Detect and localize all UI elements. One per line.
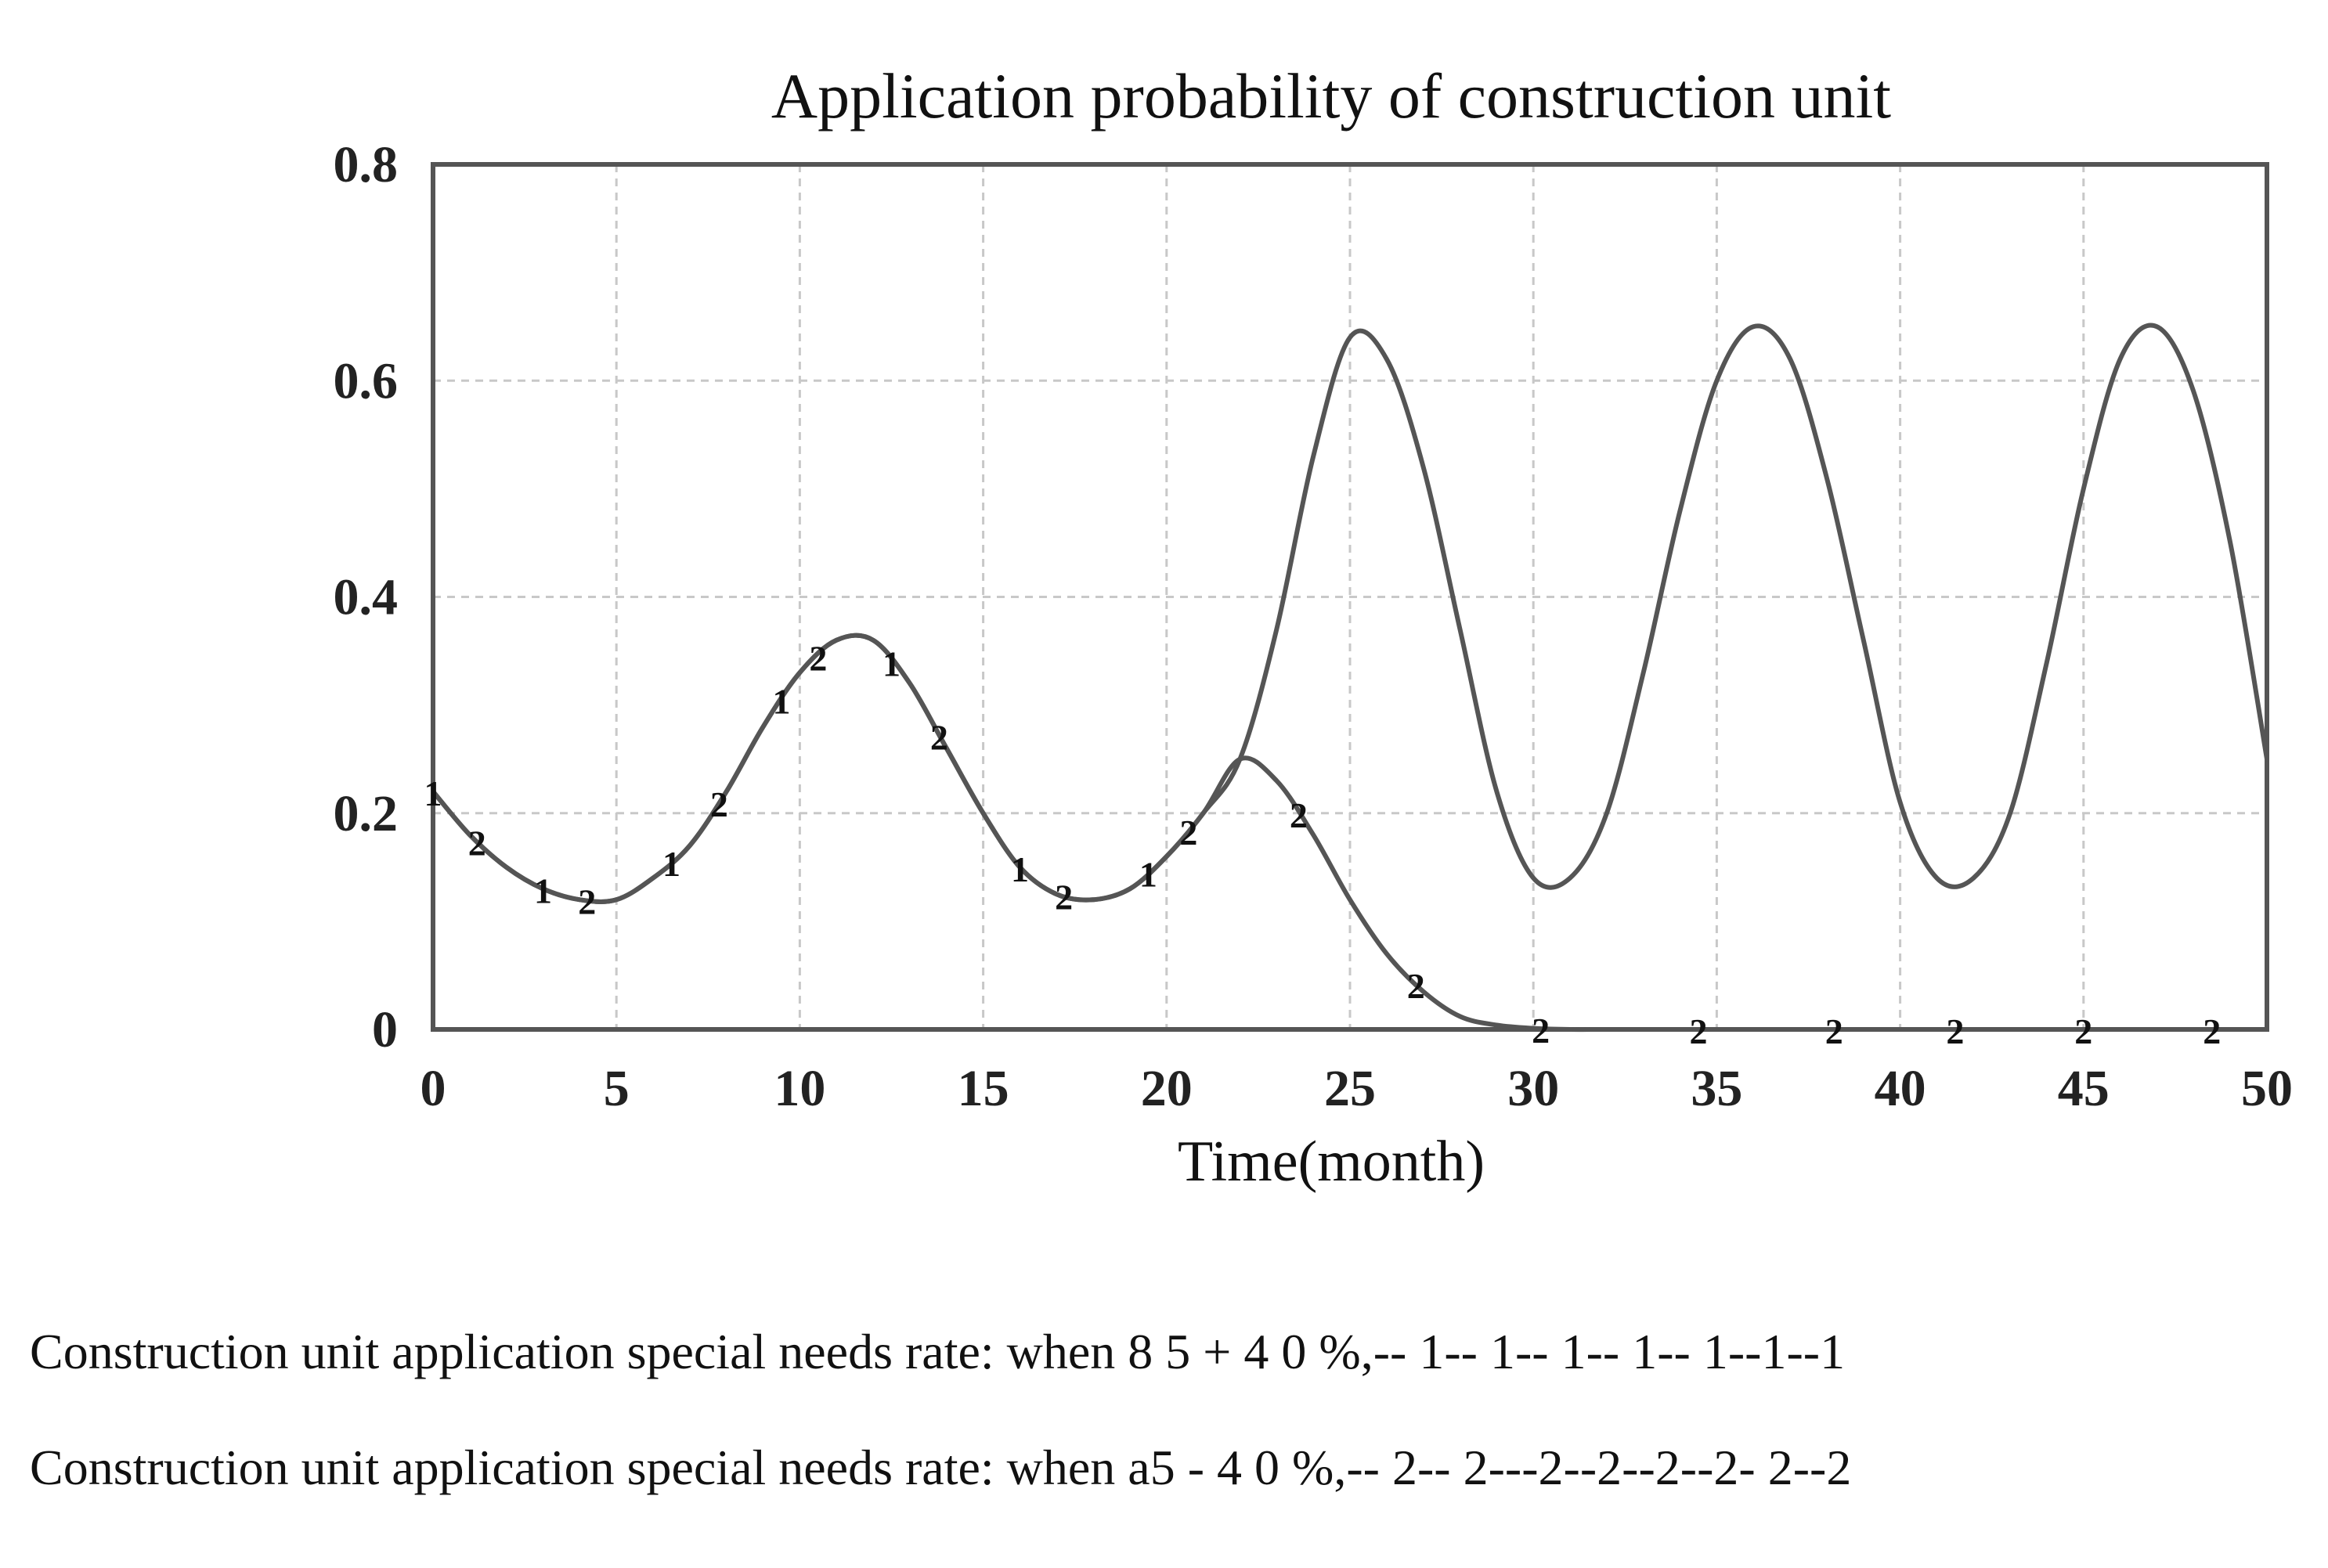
x-axis-ticks: 0 5 10 15 20 25 30 35 40 45 50: [420, 1060, 2294, 1117]
series-2-marker: 2: [1290, 795, 1308, 835]
series-2-marker: 2: [2203, 1011, 2221, 1051]
x-tick-label: 45: [2058, 1060, 2110, 1117]
series-2-marker: 2: [578, 881, 596, 921]
series-2-marker: 2: [1946, 1011, 1964, 1051]
grid-lines: [433, 164, 2267, 1029]
x-tick-label: 5: [604, 1060, 630, 1117]
series-2-marker: 2: [1179, 813, 1197, 852]
series-2-marker: 2: [930, 717, 948, 757]
series-1-marker: 1: [1139, 855, 1157, 895]
x-tick-label: 20: [1141, 1060, 1193, 1117]
series-1-marker: 1: [662, 844, 680, 884]
series-group: [431, 323, 2269, 1033]
y-tick-label: 0.6: [334, 352, 399, 409]
series-2-marker: 2: [1532, 1011, 1550, 1051]
x-axis-label: Time(month): [1178, 1130, 1485, 1194]
y-tick-label: 0.8: [334, 136, 399, 193]
x-tick-label: 15: [958, 1060, 1009, 1117]
x-tick-label: 35: [1691, 1060, 1742, 1117]
series-2-marker: 2: [710, 784, 728, 824]
y-axis-ticks: 0 0.2 0.4 0.6 0.8: [334, 136, 399, 1058]
legend-line-series-1: Construction unit application special ne…: [30, 1324, 1846, 1379]
plot-frame: [431, 162, 2269, 1032]
legend-line-series-2: Construction unit application special ne…: [30, 1440, 1852, 1495]
series-2-marker: 2: [468, 824, 486, 863]
x-tick-label: 40: [1875, 1060, 1926, 1117]
series-2-marker: 2: [1055, 878, 1073, 917]
series-1-marker: 1: [1011, 849, 1029, 889]
line-chart: Application probability of construction …: [334, 60, 2294, 1194]
chart-title: Application probability of construction …: [771, 60, 1891, 132]
y-tick-label: 0: [372, 1001, 398, 1058]
series-2-marker: 2: [1825, 1011, 1843, 1051]
y-tick-label: 0.2: [334, 785, 399, 842]
series-1-marker: 1: [772, 682, 790, 722]
series-2-marker: 2: [1689, 1011, 1707, 1051]
series-1-marker: 1: [534, 871, 552, 910]
y-tick-label: 0.4: [334, 569, 399, 626]
series-2-line: [431, 633, 2269, 1033]
series-1-marker: 1: [424, 773, 442, 813]
series-2-marker: 2: [809, 638, 827, 678]
x-tick-label: 50: [2241, 1060, 2293, 1117]
x-tick-label: 10: [774, 1060, 825, 1117]
series-2-marker: 2: [2074, 1011, 2092, 1051]
x-tick-label: 30: [1507, 1060, 1559, 1117]
x-tick-label: 0: [420, 1060, 446, 1117]
series-2-marker: 2: [1407, 966, 1425, 1006]
x-tick-label: 25: [1324, 1060, 1376, 1117]
series-1-marker: 1: [882, 643, 901, 683]
